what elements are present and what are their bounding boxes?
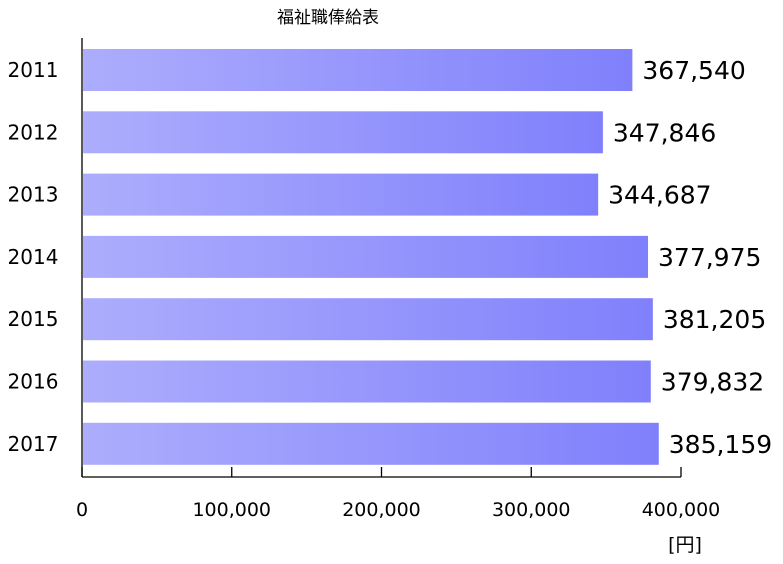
value-label-2013: 344,687 — [608, 181, 711, 210]
bar-2016 — [83, 360, 651, 403]
chart-title: 福祉職俸給表 — [277, 8, 379, 28]
bar-2015 — [83, 298, 653, 341]
bar-2012 — [83, 111, 603, 154]
value-label-2015: 381,205 — [663, 305, 766, 334]
x-tick-label: 300,000 — [492, 499, 571, 521]
category-label-2013: 2013 — [8, 183, 59, 207]
bar-2017 — [83, 422, 659, 465]
x-tick-label: 100,000 — [192, 499, 271, 521]
category-label-2011: 2011 — [8, 58, 59, 82]
category-label-2015: 2015 — [8, 307, 59, 331]
x-tick-label: 200,000 — [342, 499, 421, 521]
value-label-2017: 385,159 — [669, 430, 772, 459]
bar-2014 — [83, 235, 649, 278]
category-label-2016: 2016 — [8, 370, 59, 394]
x-tick-label: 400,000 — [642, 499, 721, 521]
x-tick-label: 0 — [76, 499, 88, 521]
bars-group — [83, 49, 659, 465]
bar-2013 — [83, 173, 599, 216]
bar-2011 — [83, 49, 633, 91]
category-label-2012: 2012 — [8, 120, 59, 144]
x-axis-ticks: 0 100,000 200,000 300,000 400,000 — [76, 467, 720, 521]
category-label-2017: 2017 — [8, 432, 59, 456]
labels-group: 2011 367,540 2012 347,846 2013 344,687 2014 377… — [8, 56, 773, 459]
value-label-2012: 347,846 — [613, 118, 716, 147]
value-label-2016: 379,832 — [661, 368, 764, 397]
x-axis-unit-label: [円] — [668, 534, 702, 556]
category-label-2014: 2014 — [8, 245, 59, 269]
value-label-2014: 377,975 — [658, 243, 761, 272]
value-label-2011: 367,540 — [642, 56, 745, 85]
